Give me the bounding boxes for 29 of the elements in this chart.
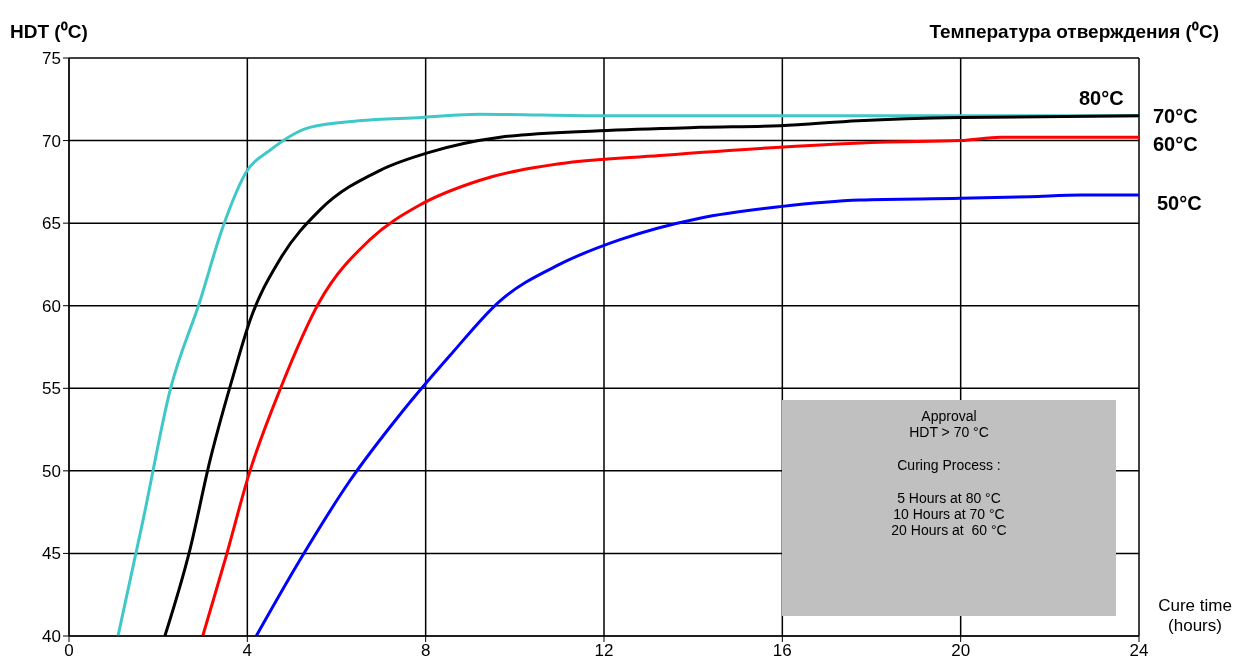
series-label: 60°C bbox=[1153, 132, 1198, 155]
series-label: 50°C bbox=[1157, 192, 1202, 215]
x-tick-label: 4 bbox=[242, 641, 253, 661]
x-tick-label: 8 bbox=[420, 641, 431, 661]
legend-title: Температура отверждения (⁰C) bbox=[929, 20, 1219, 44]
annotation: 10 Hours at 70 °C bbox=[892, 506, 1006, 522]
y-tick-label: 40 bbox=[42, 627, 61, 647]
series-label: 80°C bbox=[1079, 87, 1124, 110]
annotation: HDT > 70 °C bbox=[908, 424, 990, 440]
x-tick-label: 20 bbox=[951, 641, 971, 661]
series-label: 70°C bbox=[1153, 105, 1198, 128]
annotation: 5 Hours at 80 °C bbox=[896, 490, 1002, 506]
annotation: 20 Hours at 60 °C bbox=[890, 522, 1008, 538]
y-axis-title: HDT (⁰C) bbox=[10, 20, 88, 44]
y-tick-label: 65 bbox=[42, 214, 61, 234]
x-tick-label: 12 bbox=[594, 641, 614, 661]
y-tick-label: 55 bbox=[42, 379, 61, 399]
y-tick-label: 50 bbox=[42, 461, 61, 481]
annotation: Curing Process : bbox=[896, 457, 1002, 473]
x-tick-label: 16 bbox=[772, 641, 792, 661]
x-axis-title: Cure time (hours) bbox=[1157, 596, 1233, 636]
line-series bbox=[254, 193, 1139, 636]
x-tick-label: 0 bbox=[64, 641, 74, 661]
y-tick-label: 60 bbox=[42, 296, 61, 316]
y-tick-label: 75 bbox=[42, 49, 61, 69]
annotation: Approval bbox=[920, 408, 978, 424]
y-tick-label: 45 bbox=[42, 544, 61, 564]
x-tick-label: 24 bbox=[1129, 641, 1149, 661]
y-tick-label: 70 bbox=[42, 131, 61, 151]
